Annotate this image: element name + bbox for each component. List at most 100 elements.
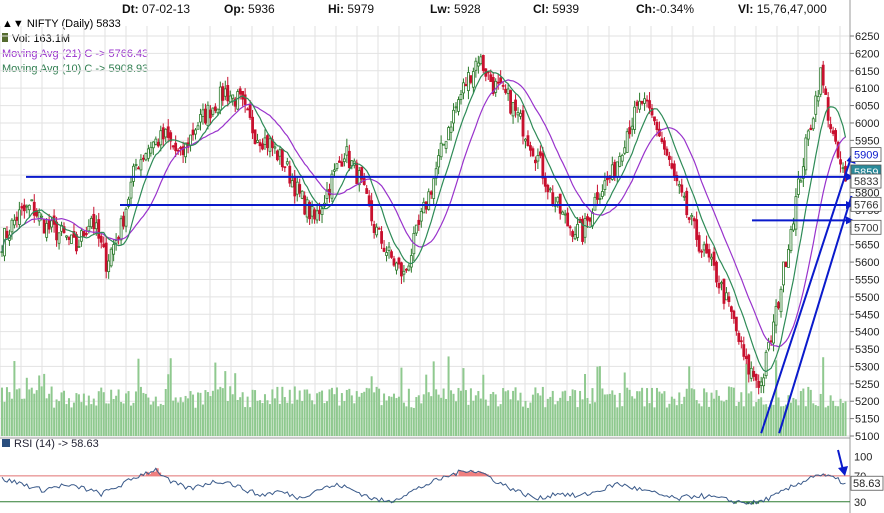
volume-bar xyxy=(430,396,433,436)
volume-bar xyxy=(204,390,207,436)
candle-body xyxy=(370,200,374,222)
candle-body xyxy=(586,216,589,221)
volume-bar xyxy=(293,386,296,436)
candle-body xyxy=(295,181,299,195)
rsi-line xyxy=(1,467,846,506)
candle-body xyxy=(409,255,413,268)
volume-bar xyxy=(467,404,470,436)
rsi-legend[interactable]: RSI (14) -> 58.63 xyxy=(2,438,99,450)
candle-body xyxy=(620,154,624,162)
candle-body xyxy=(156,141,160,147)
volume-bar xyxy=(504,391,507,436)
candle-body xyxy=(449,126,453,133)
volume-bar xyxy=(628,389,631,436)
candle-body xyxy=(0,251,4,254)
volume-bar xyxy=(422,394,425,436)
candle-body xyxy=(402,270,406,275)
volume-bar xyxy=(97,391,100,436)
candle-body xyxy=(275,150,279,161)
legend-symbol-label: NIFTY (Daily) 5833 xyxy=(26,18,121,30)
candle-body xyxy=(377,227,381,230)
rsi-value-label: 58.63 xyxy=(853,478,881,490)
candle-body xyxy=(739,340,743,343)
volume-bar xyxy=(373,392,376,436)
volume-bar xyxy=(665,407,668,436)
candle-body xyxy=(45,223,49,238)
volume-bar xyxy=(53,407,56,436)
volume-bar xyxy=(281,386,284,436)
candle-body xyxy=(665,148,669,156)
arrow-head xyxy=(846,216,854,225)
volume-bar xyxy=(646,388,649,436)
legend-ma10[interactable]: Moving Avg (10) C -> 5908.93 xyxy=(2,63,149,75)
price-tick-label: 5100 xyxy=(855,431,879,443)
volume-bar xyxy=(28,389,31,436)
volume-bar xyxy=(752,406,755,436)
volume-bar xyxy=(87,395,90,436)
volume-bar xyxy=(842,402,845,436)
volume-bar xyxy=(345,389,348,436)
candle-body xyxy=(32,201,36,216)
volume-bar xyxy=(199,392,202,436)
volume-bar xyxy=(286,402,289,436)
candle-body xyxy=(764,351,768,377)
price-tick-label: 6250 xyxy=(855,31,879,43)
price-tag-label: 5766 xyxy=(854,199,878,211)
volume-bar xyxy=(814,405,817,436)
volume-bar xyxy=(112,398,115,436)
volume-bar xyxy=(256,400,259,436)
candle-body xyxy=(288,165,292,184)
legend-ma21[interactable]: Moving Avg (21) C -> 5766.43 xyxy=(2,48,149,60)
volume-bar xyxy=(273,398,276,436)
volume-bar xyxy=(482,374,485,436)
candle-body xyxy=(87,225,91,232)
candle-body xyxy=(504,88,508,93)
volume-bar xyxy=(333,394,336,436)
candle-body xyxy=(762,377,766,387)
candle-body xyxy=(37,212,41,222)
candle-body xyxy=(623,147,627,154)
candle-body xyxy=(253,129,257,145)
candle-body xyxy=(439,142,443,158)
candle-body xyxy=(742,344,746,357)
rsi-panel: 100703058.63 xyxy=(0,449,884,509)
candle-body xyxy=(603,180,607,190)
volume-bar xyxy=(767,406,770,436)
volume-bar xyxy=(559,397,562,436)
volume-bar xyxy=(249,407,252,436)
candle-body xyxy=(199,114,202,123)
candle-body xyxy=(725,292,728,301)
volume-bar xyxy=(20,398,23,436)
legend-symbol[interactable]: ▲▼ NIFTY (Daily) 5833 xyxy=(2,17,148,32)
candle-body xyxy=(715,261,718,283)
volume-bar xyxy=(688,366,691,436)
candle-body xyxy=(124,208,128,227)
volume-bar xyxy=(651,387,654,436)
volume-bar xyxy=(492,391,495,436)
volume-bar xyxy=(60,392,63,436)
rsi-overbought-fill xyxy=(145,471,149,476)
volume-bar xyxy=(770,400,773,436)
trendline xyxy=(760,155,853,434)
volume-bar xyxy=(740,392,743,436)
candle-body xyxy=(752,371,756,377)
volume-bar xyxy=(700,406,703,436)
volume-bar xyxy=(82,393,85,436)
rsi-overbought-fill xyxy=(475,472,479,476)
candle-body xyxy=(561,211,565,215)
volume-bar xyxy=(541,386,544,436)
volume-bar xyxy=(169,358,172,436)
candle-body xyxy=(809,127,813,131)
volume-bar xyxy=(780,406,783,436)
volume-bar xyxy=(517,400,520,436)
candlestick-icon: ▲▼ xyxy=(2,18,24,30)
candle-body xyxy=(581,218,584,242)
candle-body xyxy=(454,106,458,109)
volume-bar xyxy=(388,396,391,436)
volume-bar xyxy=(549,396,552,436)
volume-bar xyxy=(809,389,812,436)
volume-bar xyxy=(35,390,38,436)
candle-body xyxy=(536,155,540,162)
volume-bar xyxy=(631,396,634,436)
